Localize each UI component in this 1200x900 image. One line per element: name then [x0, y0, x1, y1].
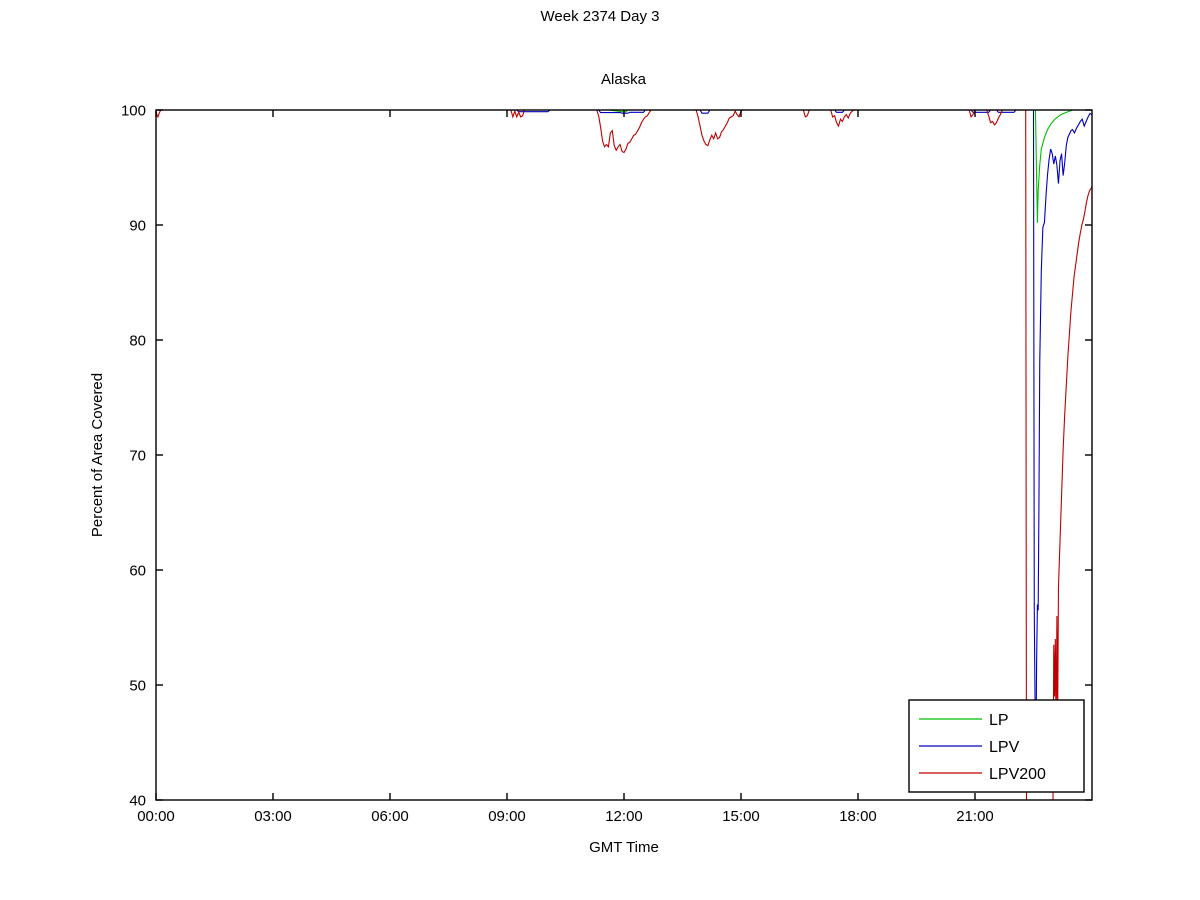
series-line-lpv [156, 109, 1093, 766]
plot-area: 00:00 03:00 06:00 09:00 12:00 15:00 18:00 21:00… [121, 103, 1093, 825]
x-tick-label: 09:00 [488, 808, 526, 825]
x-tick-label: 12:00 [605, 808, 643, 825]
y-tick-labels: 40 50 60 70 80 90 100 [121, 103, 146, 810]
x-tick-label: 21:00 [956, 808, 994, 825]
figure-suptitle: Week 2374 Day 3 [540, 8, 660, 25]
plot-background [156, 110, 1092, 800]
x-tick-label: 06:00 [371, 808, 409, 825]
x-tick-label: 18:00 [839, 808, 877, 825]
x-tick-labels: 00:00 03:00 06:00 09:00 12:00 15:00 18:00 21:00 [137, 808, 994, 825]
y-tick-label: 40 [129, 793, 146, 810]
chart-title-line1: Alaska [600, 71, 647, 88]
x-axis-label: GMT Time [589, 839, 659, 856]
y-tick-label: 70 [129, 448, 146, 465]
y-axis-label: Percent of Area Covered [89, 373, 106, 537]
series-line-lpv200 [155, 109, 1093, 801]
legend-label-lpv[interactable]: LPV [989, 739, 1020, 756]
axis-ticks [155, 109, 1092, 801]
legend-label-lp[interactable]: LP [989, 712, 1009, 729]
y-tick-label: 60 [129, 563, 146, 580]
x-tick-label: 15:00 [722, 808, 760, 825]
chart-legend[interactable]: LP LPV LPV200 [908, 699, 1085, 793]
series-group [155, 109, 1093, 801]
x-tick-label: 00:00 [137, 808, 175, 825]
series-line-lp [156, 109, 1092, 223]
y-tick-label: 90 [129, 218, 146, 235]
legend-label-lpv200[interactable]: LPV200 [989, 766, 1046, 783]
plot-frame [155, 109, 1093, 801]
x-tick-label: 03:00 [254, 808, 292, 825]
y-tick-label: 80 [129, 333, 146, 350]
y-tick-label: 100 [121, 103, 146, 120]
y-tick-label: 50 [129, 678, 146, 695]
